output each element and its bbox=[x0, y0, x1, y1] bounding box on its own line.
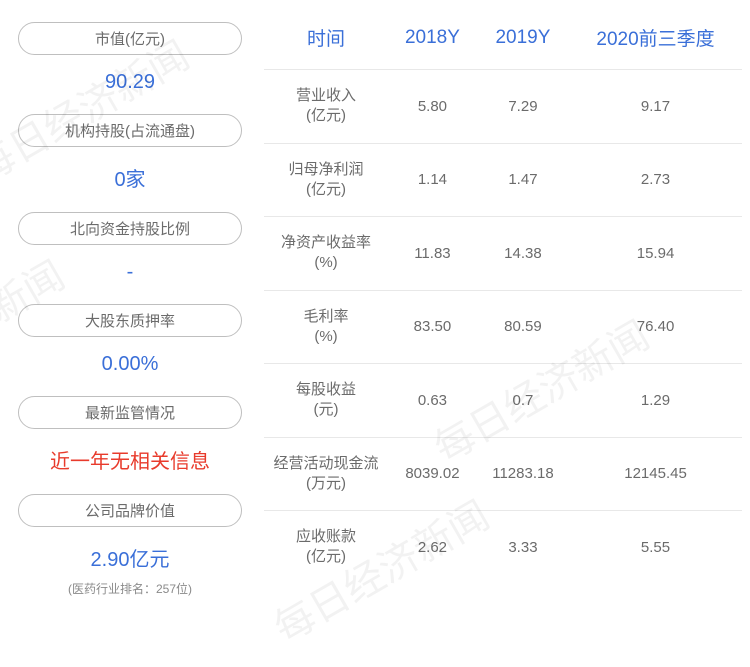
table-row: 毛利率(%)83.5080.5976.40 bbox=[264, 290, 742, 364]
metric-note-brand: (医药行业排名：257位) bbox=[18, 580, 242, 597]
table-row: 经营活动现金流(万元)8039.0211283.1812145.45 bbox=[264, 437, 742, 511]
table-cell: 12145.45 bbox=[569, 437, 742, 511]
metric-label-brand: 公司品牌价值 bbox=[18, 494, 242, 527]
metric-label-northbound: 北向资金持股比例 bbox=[18, 212, 242, 245]
table-cell: 14.38 bbox=[477, 217, 569, 291]
table-cell: 80.59 bbox=[477, 290, 569, 364]
table-row: 营业收入(亿元)5.807.299.17 bbox=[264, 70, 742, 144]
table-row: 每股收益(元)0.630.71.29 bbox=[264, 364, 742, 438]
metric-label-pledge: 大股东质押率 bbox=[18, 304, 242, 337]
row-metric-name: 经营活动现金流(万元) bbox=[264, 437, 388, 511]
table-cell: 8039.02 bbox=[388, 437, 477, 511]
table-cell: 1.29 bbox=[569, 364, 742, 438]
table-row: 应收账款(亿元)2.623.335.55 bbox=[264, 511, 742, 584]
metric-value-pledge: 0.00% bbox=[18, 353, 242, 376]
table-cell: 15.94 bbox=[569, 217, 742, 291]
metric-value-brand: 2.90亿元 bbox=[18, 543, 242, 572]
row-metric-name: 归母净利润(亿元) bbox=[264, 143, 388, 217]
metric-value-northbound: - bbox=[18, 261, 242, 284]
table-cell: 1.14 bbox=[388, 143, 477, 217]
metric-label-regulatory: 最新监管情况 bbox=[18, 396, 242, 429]
table-cell: 76.40 bbox=[569, 290, 742, 364]
col-header-2020q3: 2020前三季度 bbox=[569, 10, 742, 70]
financial-table: 时间 2018Y 2019Y 2020前三季度 营业收入(亿元)5.807.29… bbox=[264, 10, 742, 584]
table-row: 净资产收益率(%)11.8314.3815.94 bbox=[264, 217, 742, 291]
left-metrics-panel: 市值(亿元) 90.29 机构持股(占流通盘) 0家 北向资金持股比例 - 大股… bbox=[0, 0, 260, 667]
metric-label-institutional: 机构持股(占流通盘) bbox=[18, 114, 242, 147]
table-row: 归母净利润(亿元)1.141.472.73 bbox=[264, 143, 742, 217]
table-cell: 11.83 bbox=[388, 217, 477, 291]
row-metric-name: 毛利率(%) bbox=[264, 290, 388, 364]
row-metric-name: 净资产收益率(%) bbox=[264, 217, 388, 291]
financial-table-panel: 时间 2018Y 2019Y 2020前三季度 营业收入(亿元)5.807.29… bbox=[260, 0, 750, 667]
table-cell: 0.63 bbox=[388, 364, 477, 438]
metric-value-market-cap: 90.29 bbox=[18, 71, 242, 94]
table-cell: 83.50 bbox=[388, 290, 477, 364]
col-header-2019: 2019Y bbox=[477, 10, 569, 70]
row-metric-name: 每股收益(元) bbox=[264, 364, 388, 438]
metric-value-regulatory: 近一年无相关信息 bbox=[18, 445, 242, 474]
table-cell: 9.17 bbox=[569, 70, 742, 144]
table-header-row: 时间 2018Y 2019Y 2020前三季度 bbox=[264, 10, 742, 70]
table-cell: 0.7 bbox=[477, 364, 569, 438]
table-cell: 2.73 bbox=[569, 143, 742, 217]
table-cell: 1.47 bbox=[477, 143, 569, 217]
table-cell: 7.29 bbox=[477, 70, 569, 144]
row-metric-name: 应收账款(亿元) bbox=[264, 511, 388, 584]
metric-label-market-cap: 市值(亿元) bbox=[18, 22, 242, 55]
table-cell: 3.33 bbox=[477, 511, 569, 584]
table-cell: 5.80 bbox=[388, 70, 477, 144]
table-cell: 2.62 bbox=[388, 511, 477, 584]
table-cell: 11283.18 bbox=[477, 437, 569, 511]
metric-value-institutional: 0家 bbox=[18, 163, 242, 192]
row-metric-name: 营业收入(亿元) bbox=[264, 70, 388, 144]
table-cell: 5.55 bbox=[569, 511, 742, 584]
col-header-2018: 2018Y bbox=[388, 10, 477, 70]
col-header-time: 时间 bbox=[264, 10, 388, 70]
